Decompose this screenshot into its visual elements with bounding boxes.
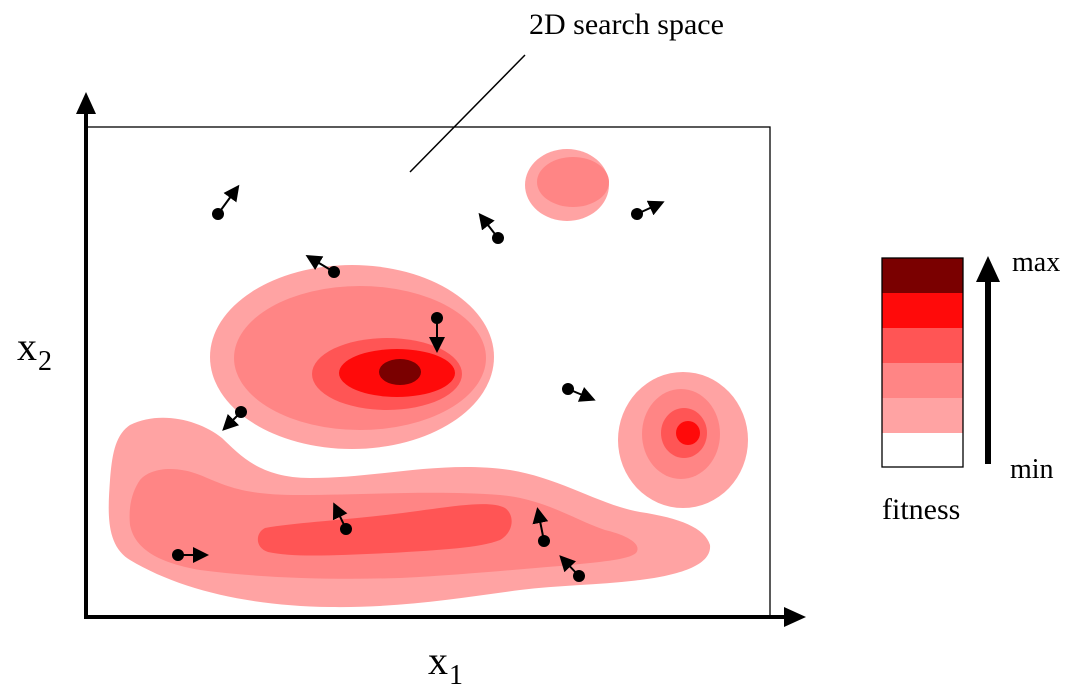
particle: [631, 200, 665, 220]
particle: [305, 254, 340, 278]
particle: [532, 507, 550, 547]
particle-swarm: [172, 184, 665, 582]
particle: [172, 547, 209, 563]
particle: [212, 184, 240, 220]
fitness-peak-right: [618, 372, 748, 508]
particle: [429, 312, 445, 353]
diagram-title: 2D search space: [529, 8, 724, 41]
particle: [332, 502, 352, 535]
particle: [478, 212, 504, 244]
fitness-peak-main: [210, 265, 494, 449]
fitness-peak-top: [525, 149, 609, 221]
legend-level-3: [882, 363, 963, 398]
title-leader-line: [409, 54, 526, 173]
legend-caption: fitness: [882, 493, 960, 526]
legend-min-label: min: [1010, 454, 1054, 485]
x2-axis-arrowhead: [76, 92, 96, 114]
legend-level-max: [882, 258, 963, 293]
legend-max-label: max: [1012, 247, 1060, 278]
fitness-legend: max min fitness: [881, 247, 1060, 526]
legend-level-4: [882, 328, 963, 363]
legend-border: [881, 257, 964, 468]
x1-axis-label: x1: [428, 638, 463, 688]
particle: [559, 555, 585, 582]
legend-arrow-head: [976, 256, 1000, 282]
legend-level-min: [882, 433, 963, 467]
axes: [76, 92, 806, 627]
particle: [562, 383, 596, 402]
particle: [222, 406, 247, 431]
legend-level-5: [882, 293, 963, 328]
x2-axis-label: x2: [17, 324, 52, 377]
x1-axis-arrowhead: [784, 607, 806, 627]
fitness-landscape: [108, 149, 748, 608]
legend-level-2: [882, 398, 963, 433]
